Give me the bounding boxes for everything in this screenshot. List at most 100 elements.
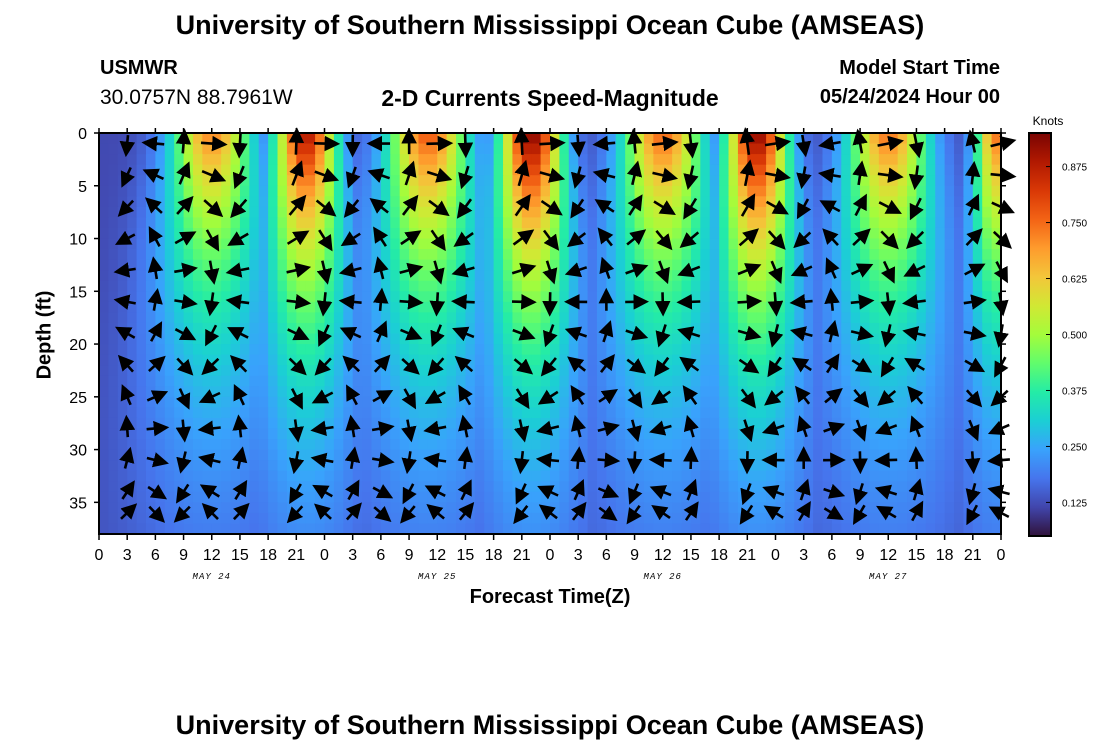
heat-cell bbox=[174, 143, 185, 155]
heat-cell bbox=[784, 133, 795, 145]
current-vector bbox=[817, 167, 841, 184]
heat-cell bbox=[117, 227, 128, 240]
heat-cell bbox=[418, 407, 429, 419]
heat-cell bbox=[822, 312, 833, 324]
heat-cell bbox=[841, 333, 852, 345]
heat-cell bbox=[286, 502, 297, 514]
heat-cell bbox=[221, 375, 232, 387]
heat-cell bbox=[756, 365, 767, 377]
current-vector bbox=[367, 168, 391, 183]
heat-cell bbox=[446, 344, 457, 356]
heat-cell bbox=[521, 417, 532, 430]
heat-cell bbox=[155, 375, 166, 387]
heat-cell bbox=[192, 491, 203, 503]
heat-cell bbox=[643, 407, 654, 419]
heat-cell bbox=[747, 375, 758, 387]
heat-cell bbox=[559, 460, 570, 472]
heat-cell bbox=[709, 512, 720, 525]
heat-cell bbox=[258, 196, 269, 208]
heat-cell bbox=[352, 301, 363, 313]
heat-cell bbox=[925, 270, 936, 282]
heat-cell bbox=[474, 322, 485, 335]
heat-cell bbox=[352, 164, 363, 176]
x-tick-label: 15 bbox=[682, 547, 700, 564]
heat-cell bbox=[982, 365, 993, 377]
current-vector bbox=[315, 199, 337, 217]
heat-cell bbox=[925, 333, 936, 345]
heat-cell bbox=[888, 322, 899, 335]
heat-cell bbox=[982, 322, 993, 335]
heat-cell bbox=[399, 365, 410, 377]
heat-cell bbox=[737, 365, 748, 377]
heat-cell bbox=[850, 449, 861, 461]
heat-cell bbox=[211, 481, 222, 493]
heat-cell bbox=[550, 365, 560, 377]
heat-cell bbox=[427, 344, 438, 356]
heat-cell bbox=[935, 154, 946, 166]
heat-cell bbox=[352, 175, 363, 187]
heat-cell bbox=[296, 512, 307, 525]
heat-cell bbox=[399, 344, 410, 356]
heat-cell bbox=[982, 460, 993, 472]
heat-cell bbox=[371, 333, 382, 345]
heat-cell bbox=[99, 301, 109, 313]
heat-cell bbox=[174, 333, 185, 345]
current-vector bbox=[313, 135, 341, 152]
heat-cell bbox=[230, 481, 241, 493]
heat-cell bbox=[249, 280, 260, 292]
heat-cell bbox=[230, 196, 241, 208]
heat-cell bbox=[437, 449, 448, 461]
heat-cell bbox=[550, 312, 560, 324]
heat-cell bbox=[568, 249, 579, 261]
heat-cell bbox=[634, 185, 645, 197]
heat-cell bbox=[869, 439, 880, 451]
heat-cell bbox=[972, 217, 983, 229]
heat-cell bbox=[221, 470, 232, 482]
heat-cell bbox=[653, 238, 664, 250]
heat-cell bbox=[230, 470, 241, 482]
heat-cell bbox=[437, 249, 448, 261]
heat-cell bbox=[521, 460, 532, 472]
heat-cell bbox=[813, 354, 824, 366]
heat-cell bbox=[568, 491, 579, 503]
current-vector bbox=[874, 484, 898, 500]
heat-cell bbox=[954, 386, 965, 398]
heat-cell bbox=[108, 386, 119, 398]
heat-cell bbox=[446, 280, 457, 292]
heat-cell bbox=[662, 185, 673, 197]
heat-cell bbox=[700, 185, 711, 197]
heat-cell bbox=[615, 396, 626, 408]
heat-cell bbox=[399, 291, 410, 303]
heat-cell bbox=[446, 491, 457, 503]
heat-cell bbox=[258, 280, 269, 292]
heat-cell bbox=[277, 333, 288, 345]
heat-cell bbox=[531, 175, 542, 187]
heat-cell bbox=[333, 143, 344, 155]
heat-cell bbox=[192, 344, 203, 356]
heat-cell bbox=[99, 227, 109, 240]
colorbar-tick-label: 0.375 bbox=[1062, 386, 1087, 397]
heat-cell bbox=[888, 344, 899, 356]
heat-cell bbox=[427, 154, 438, 166]
heat-cell bbox=[719, 491, 730, 503]
heat-cell bbox=[672, 354, 683, 366]
heat-cell bbox=[277, 249, 288, 261]
current-vector bbox=[288, 419, 304, 443]
x-tick-label: 9 bbox=[856, 547, 865, 564]
heat-cell bbox=[662, 502, 673, 514]
current-vector bbox=[147, 321, 163, 342]
heat-cell bbox=[728, 481, 739, 493]
heat-cell bbox=[127, 354, 138, 366]
heat-cell bbox=[362, 143, 373, 155]
heat-cell bbox=[700, 133, 711, 145]
current-vector bbox=[877, 167, 904, 183]
heat-cell bbox=[794, 133, 805, 145]
heat-cell bbox=[672, 502, 683, 514]
heat-cell bbox=[409, 249, 420, 261]
heat-cell bbox=[700, 344, 711, 356]
heat-cell bbox=[944, 143, 955, 155]
heat-cell bbox=[399, 502, 410, 514]
heat-cell bbox=[728, 386, 739, 398]
heat-cell bbox=[606, 196, 617, 208]
heat-cell bbox=[784, 238, 795, 250]
